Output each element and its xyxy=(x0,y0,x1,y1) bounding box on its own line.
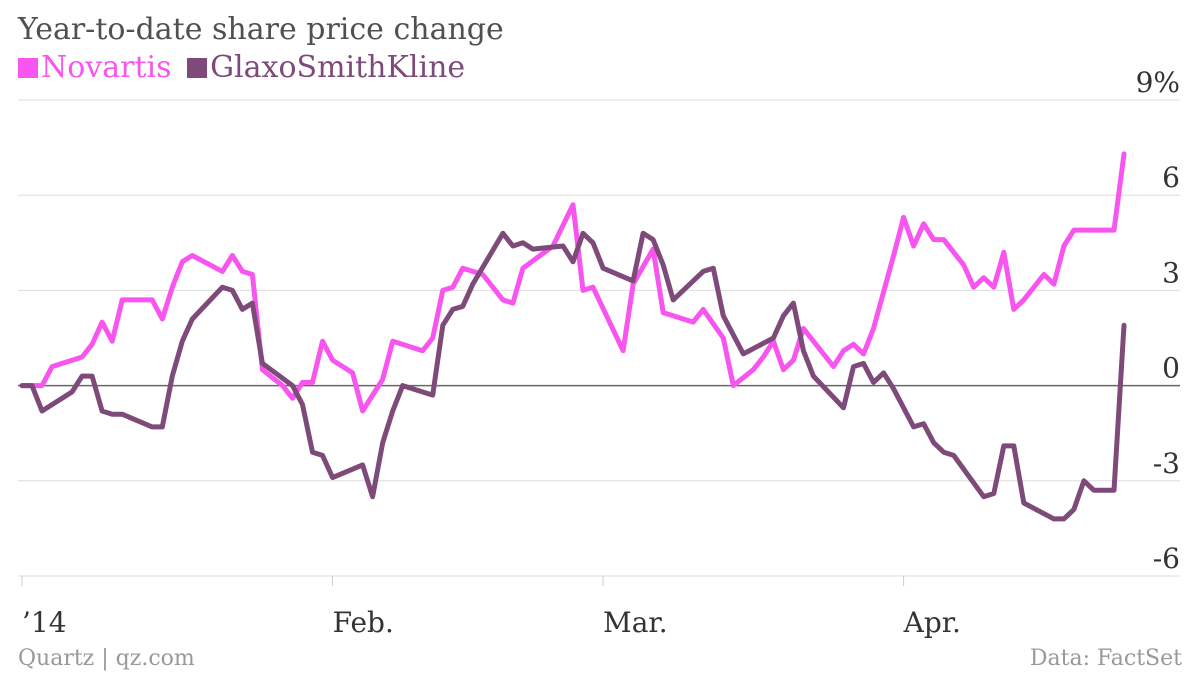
x-tick-label: Mar. xyxy=(603,606,668,639)
chart-title: Year-to-date share price change xyxy=(18,12,504,47)
series-line-novartis[interactable] xyxy=(19,151,1127,414)
series-layer xyxy=(19,151,1127,522)
x-tick-label: ’14 xyxy=(22,606,67,639)
legend-swatch-novartis xyxy=(18,58,38,78)
legend-label-gsk: GlaxoSmithKline xyxy=(210,50,466,85)
y-tick-label: -6 xyxy=(1153,542,1180,575)
legend-item-gsk[interactable]: GlaxoSmithKline xyxy=(187,50,465,85)
x-tick-label: Feb. xyxy=(333,606,394,639)
legend-label-novartis: Novartis xyxy=(41,50,172,85)
y-tick-label: 9% xyxy=(1136,66,1180,99)
grid-layer xyxy=(18,99,1180,586)
series-line-gsk[interactable] xyxy=(19,230,1127,522)
footer-data-credit: Data: FactSet xyxy=(1029,646,1182,671)
x-tick-label: Apr. xyxy=(903,606,961,639)
legend-item-novartis[interactable]: Novartis xyxy=(18,50,172,85)
y-tick-label: -3 xyxy=(1153,447,1180,480)
y-tick-label: 6 xyxy=(1162,161,1180,194)
legend-swatch-gsk xyxy=(187,58,208,78)
legend: Novartis GlaxoSmithKline xyxy=(18,50,471,85)
tick-label-layer: 9% 6 3 0 -3 -6 ’14 Feb. Mar. Apr. xyxy=(22,66,1180,639)
y-tick-label: 0 xyxy=(1162,352,1180,385)
footer-source[interactable]: Quartz | qz.com xyxy=(18,646,195,671)
y-tick-label: 3 xyxy=(1162,256,1180,289)
